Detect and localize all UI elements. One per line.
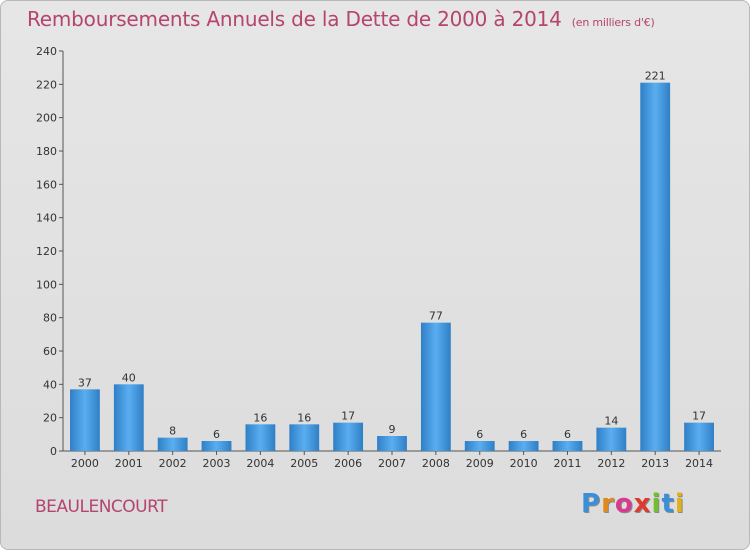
- bar: [420, 322, 451, 451]
- chart-title: Remboursements Annuels de la Dette de 20…: [27, 7, 655, 31]
- y-tick-label: 40: [43, 378, 57, 391]
- y-tick-label: 140: [36, 212, 57, 225]
- bar: [684, 422, 714, 451]
- y-tick-label: 160: [36, 178, 57, 191]
- bar: [596, 427, 627, 451]
- x-tick-label: 2007: [378, 457, 406, 470]
- logo-letter: r: [601, 489, 615, 519]
- bar: [70, 389, 100, 451]
- bar-value-label: 14: [604, 415, 618, 428]
- y-tick-label: 180: [36, 145, 57, 158]
- bar-value-label: 16: [253, 411, 267, 424]
- y-tick-label: 60: [43, 345, 57, 358]
- bar-value-label: 6: [476, 428, 483, 441]
- x-tick-label: 2001: [115, 457, 143, 470]
- x-tick-label: 2004: [246, 457, 274, 470]
- bar: [640, 82, 671, 452]
- bar-value-label: 6: [213, 428, 220, 441]
- bar-value-label: 221: [645, 70, 666, 83]
- x-tick-label: 2014: [685, 457, 713, 470]
- x-tick-label: 2006: [334, 457, 362, 470]
- logo-letter: i: [674, 489, 685, 519]
- bar-value-label: 6: [564, 428, 571, 441]
- logo-letter: P: [581, 489, 602, 519]
- y-tick-label: 240: [36, 45, 57, 58]
- x-tick-label: 2008: [422, 457, 450, 470]
- y-tick-label: 120: [36, 245, 57, 258]
- y-tick-label: 100: [36, 278, 57, 291]
- bar-value-label: 6: [520, 428, 527, 441]
- bar-value-label: 8: [169, 425, 176, 438]
- bar-value-label: 40: [122, 371, 136, 384]
- chart-title-text: Remboursements Annuels de la Dette de 20…: [27, 7, 562, 31]
- bar-value-label: 37: [78, 376, 92, 389]
- y-tick-label: 220: [36, 78, 57, 91]
- bar-value-label: 9: [389, 423, 396, 436]
- bar: [508, 441, 539, 451]
- x-tick-label: 2012: [597, 457, 625, 470]
- x-tick-label: 2009: [466, 457, 494, 470]
- bar: [157, 437, 188, 451]
- x-tick-label: 2002: [159, 457, 187, 470]
- bar-value-label: 77: [429, 310, 443, 323]
- bar: [113, 384, 144, 451]
- bar: [333, 422, 364, 451]
- bar-value-label: 16: [297, 411, 311, 424]
- x-tick-label: 2011: [553, 457, 581, 470]
- x-tick-label: 2005: [290, 457, 318, 470]
- logo-letter: o: [614, 489, 634, 519]
- bar: [552, 441, 583, 451]
- logo-letter: t: [661, 489, 675, 519]
- bar: [201, 441, 232, 451]
- chart-unit: (en milliers d'€): [571, 16, 655, 29]
- y-tick-label: 80: [43, 312, 57, 325]
- x-tick-label: 2000: [71, 457, 99, 470]
- x-tick-label: 2010: [510, 457, 538, 470]
- logo-letter: i: [651, 489, 662, 519]
- logo-letter: x: [633, 489, 652, 519]
- bar: [289, 424, 320, 451]
- y-tick-label: 0: [50, 445, 57, 458]
- x-tick-label: 2003: [203, 457, 231, 470]
- bar: [245, 424, 276, 451]
- proxiti-logo: Proxiti: [581, 489, 685, 519]
- y-tick-label: 20: [43, 412, 57, 425]
- town-name: BEAULENCOURT: [35, 497, 168, 517]
- bar: [377, 436, 407, 451]
- bar-value-label: 17: [341, 410, 355, 423]
- y-tick-label: 200: [36, 112, 57, 125]
- bar: [464, 441, 495, 451]
- bar-value-label: 17: [692, 410, 706, 423]
- x-tick-label: 2013: [641, 457, 669, 470]
